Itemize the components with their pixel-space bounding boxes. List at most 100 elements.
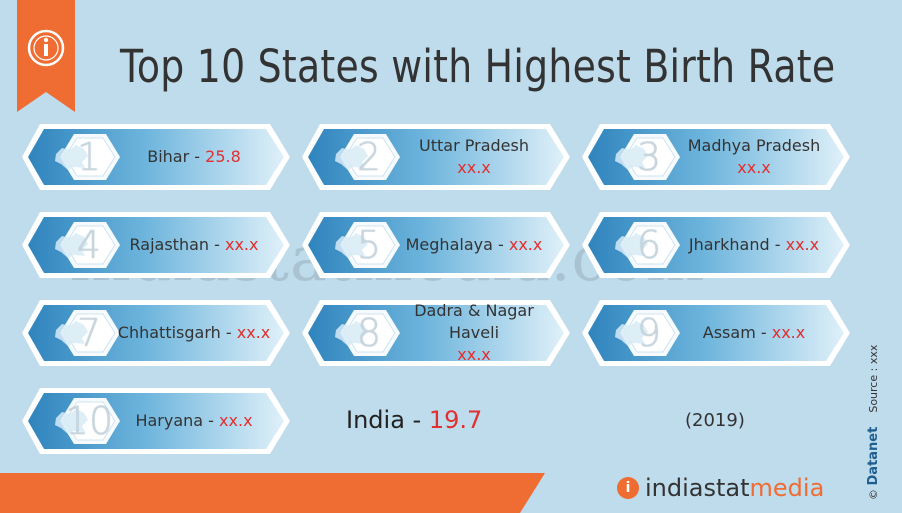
footer-logo: i indiastatmedia <box>617 474 824 502</box>
birth-rate-value: xx.x <box>457 345 491 364</box>
rank-number: 4 <box>76 223 102 267</box>
state-label: Haryana - xx.x <box>114 386 274 456</box>
birth-rate-value: xx.x <box>785 235 820 254</box>
year-label: (2019) <box>685 410 745 431</box>
card-shape <box>22 300 290 366</box>
label-line: Chhattisgarh - xx.x <box>118 322 270 344</box>
state-map-icon <box>615 145 648 170</box>
state-card: 1 Bihar - 25.8 <box>22 122 292 192</box>
value-separator: - <box>203 411 220 430</box>
page-title: Top 10 States with Highest Birth Rate <box>120 40 836 93</box>
state-card: 4 Rajasthan - xx.x <box>22 210 292 280</box>
national-separator: - <box>412 406 429 434</box>
birth-rate-value: xx.x <box>236 323 271 342</box>
national-rate: India - 19.7 <box>346 406 482 434</box>
label-line: Bihar - 25.8 <box>147 146 241 168</box>
rank-number: 3 <box>636 135 662 179</box>
rank-number: 5 <box>356 223 382 267</box>
state-name: Meghalaya <box>405 235 493 254</box>
logo-text-right: media <box>749 474 825 502</box>
state-name: Madhya Pradesh <box>687 136 821 155</box>
copyright-symbol: © <box>867 489 880 500</box>
state-card: 2 Uttar Pradesh xx.x <box>302 122 572 192</box>
state-map-icon <box>335 233 368 258</box>
state-label: Meghalaya - xx.x <box>394 210 554 280</box>
state-map-icon <box>55 321 88 346</box>
state-label: Jharkhand - xx.x <box>674 210 834 280</box>
birth-rate-value: xx.x <box>457 158 491 177</box>
rank-number: 1 <box>76 135 102 179</box>
rank-number: 6 <box>636 223 662 267</box>
birth-rate-value: xx.x <box>771 323 806 342</box>
logo-info-icon: i <box>617 477 639 499</box>
state-map-icon <box>335 145 368 170</box>
card-shape <box>22 388 290 454</box>
state-label: Assam - xx.x <box>674 298 834 368</box>
source-credit: © Datanet Source : xxx <box>866 345 881 500</box>
label-line: xx.x <box>737 157 771 179</box>
label-line: Haryana - xx.x <box>135 410 252 432</box>
value-separator: - <box>209 235 225 254</box>
birth-rate-value: xx.x <box>219 411 253 430</box>
footer-bar <box>0 473 545 513</box>
label-line: Meghalaya - xx.x <box>406 234 543 256</box>
state-name: Bihar <box>147 147 190 166</box>
label-line: Madhya Pradesh <box>688 135 821 157</box>
birth-rate-value: xx.x <box>737 158 771 177</box>
value-separator: - <box>769 235 786 254</box>
value-separator: - <box>492 235 509 254</box>
label-line: Uttar Pradesh <box>419 135 529 157</box>
card-shape <box>22 124 290 190</box>
national-value: 19.7 <box>428 406 483 434</box>
state-name: Jharkhand <box>688 235 770 254</box>
card-shape <box>582 212 850 278</box>
value-separator: - <box>220 323 237 342</box>
card-shape <box>302 212 570 278</box>
state-name: Rajasthan <box>129 235 210 254</box>
state-card: 6 Jharkhand - xx.x <box>582 210 852 280</box>
card-shape <box>582 300 850 366</box>
label-line: Assam - xx.x <box>703 322 805 344</box>
card-shape <box>22 212 290 278</box>
source-text: Source : xxx <box>867 344 880 413</box>
national-label: India <box>346 406 405 434</box>
label-line: Dadra & Nagar Haveli <box>394 300 554 344</box>
state-card: 9 Assam - xx.x <box>582 298 852 368</box>
state-card: 7 Chhattisgarh - xx.x <box>22 298 292 368</box>
logo-text-left: indiastat <box>645 474 750 502</box>
state-card: 5 Meghalaya - xx.x <box>302 210 572 280</box>
state-name: Dadra & Nagar Haveli <box>414 301 534 342</box>
state-label: Bihar - 25.8 <box>114 122 274 192</box>
rank-number: 10 <box>64 399 114 443</box>
label-line: Rajasthan - xx.x <box>130 234 259 256</box>
card-shape <box>582 124 850 190</box>
label-line: Jharkhand - xx.x <box>689 234 819 256</box>
value-separator: - <box>189 147 206 166</box>
state-card: 10 Haryana - xx.x <box>22 386 292 456</box>
label-line: xx.x <box>457 157 491 179</box>
state-label: Uttar Pradesh xx.x <box>394 122 554 192</box>
state-card: 8 Dadra & Nagar Haveli xx.x <box>302 298 572 368</box>
value-separator: - <box>755 323 772 342</box>
state-label: Dadra & Nagar Haveli xx.x <box>394 298 554 368</box>
birth-rate-value: xx.x <box>508 235 543 254</box>
state-card: 3 Madhya Pradesh xx.x <box>582 122 852 192</box>
card-shape <box>302 300 570 366</box>
rank-number: 2 <box>356 135 382 179</box>
info-ribbon <box>17 0 75 112</box>
state-map-icon <box>55 409 88 434</box>
state-label: Madhya Pradesh xx.x <box>674 122 834 192</box>
state-name: Chhattisgarh <box>117 323 221 342</box>
label-line: xx.x <box>457 344 491 366</box>
state-map-icon <box>335 321 368 346</box>
state-label: Chhattisgarh - xx.x <box>114 298 274 368</box>
state-map-icon <box>615 321 648 346</box>
rank-number: 8 <box>356 311 382 355</box>
state-map-icon <box>615 233 648 258</box>
birth-rate-value: 25.8 <box>205 147 241 166</box>
state-name: Haryana <box>135 411 204 430</box>
info-icon <box>27 29 65 67</box>
state-name: Uttar Pradesh <box>419 136 529 155</box>
rank-number: 9 <box>636 311 662 355</box>
datanet-brand: Datanet <box>866 426 881 486</box>
